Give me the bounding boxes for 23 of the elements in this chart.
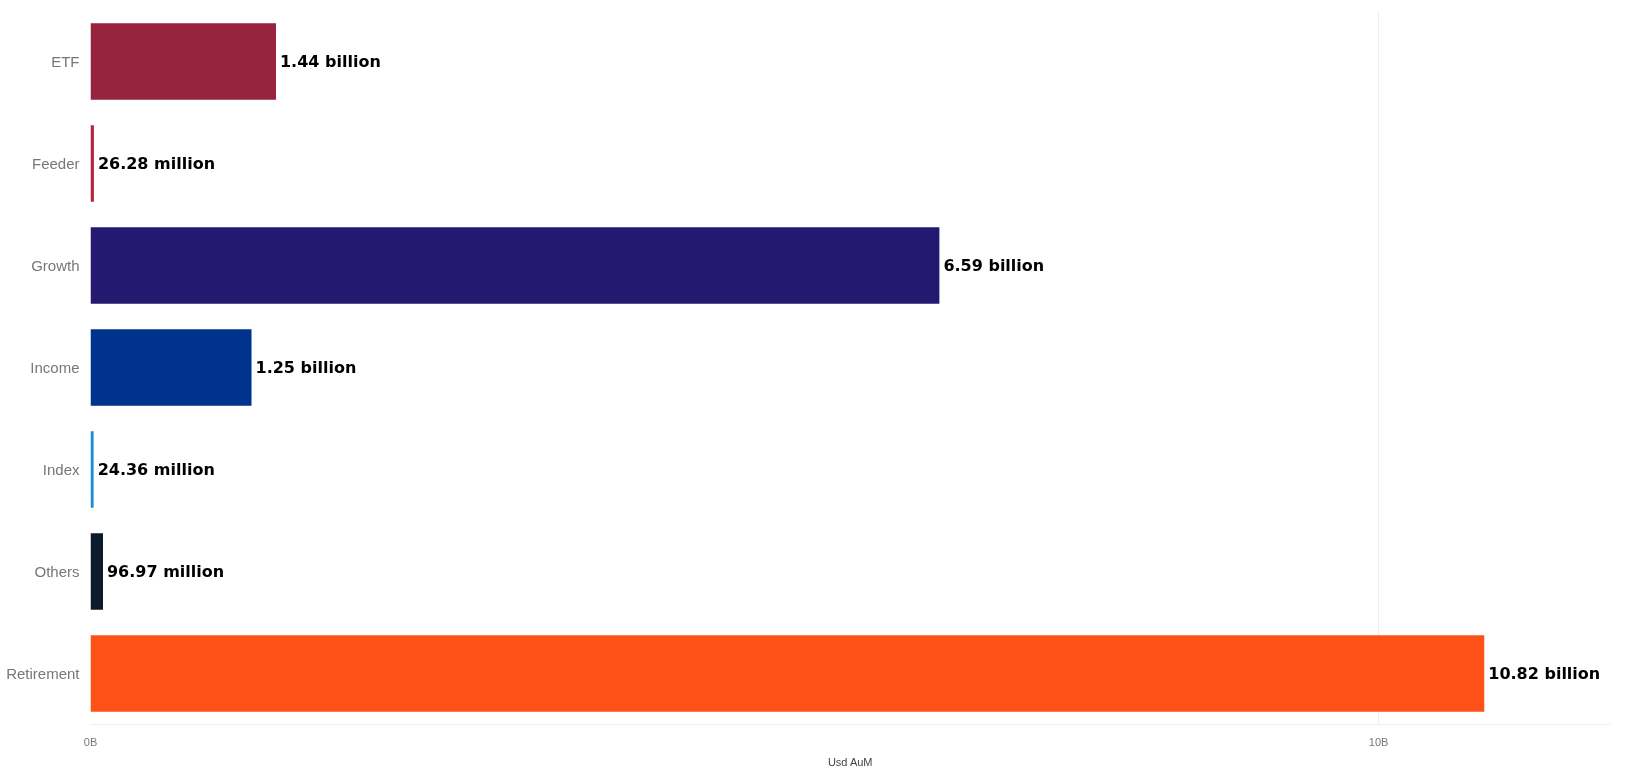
y-tick-label: Others bbox=[34, 563, 80, 580]
x-tick-label: 10B bbox=[1368, 735, 1389, 748]
bar bbox=[90, 431, 94, 508]
y-tick-label: ETF bbox=[51, 53, 80, 70]
bar bbox=[90, 329, 252, 406]
data-label: 24.36 million bbox=[97, 460, 215, 479]
x-tick-label: 0B bbox=[83, 735, 98, 748]
data-label: 10.82 billion bbox=[1488, 664, 1601, 683]
y-tick-label: Growth bbox=[31, 257, 80, 274]
y-tick-label: Feeder bbox=[31, 155, 80, 172]
data-label: 26.28 million bbox=[97, 154, 216, 173]
data-label: 1.25 billion bbox=[255, 358, 357, 377]
bar bbox=[90, 227, 940, 304]
data-label: 6.59 billion bbox=[943, 256, 1045, 275]
y-tick-label: Retirement bbox=[6, 665, 81, 682]
x-axis-title: Usd AuM bbox=[827, 755, 873, 768]
y-tick-label: Income bbox=[30, 359, 80, 376]
data-label: 1.44 billion bbox=[279, 52, 381, 71]
y-tick-label: Index bbox=[42, 461, 80, 478]
bar bbox=[90, 635, 1485, 712]
bar bbox=[90, 533, 103, 610]
data-label: 96.97 million bbox=[106, 562, 225, 581]
bar bbox=[90, 23, 276, 100]
